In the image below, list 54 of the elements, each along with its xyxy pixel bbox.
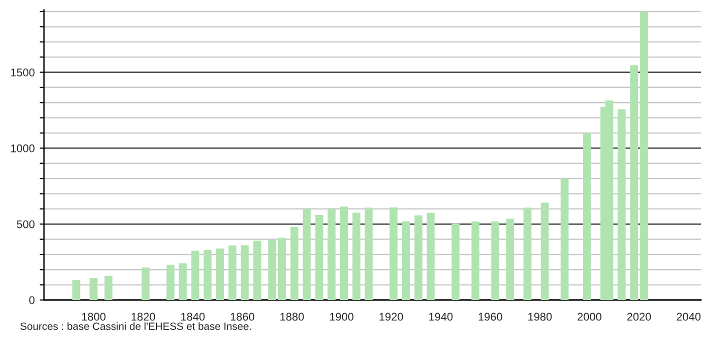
bar (540, 202, 549, 300)
bar (166, 264, 174, 300)
bar (630, 65, 638, 300)
bar (471, 221, 480, 300)
bar (352, 212, 360, 300)
x-tick-label: 2040 (676, 312, 701, 321)
bar (191, 250, 200, 300)
bar (72, 280, 80, 300)
x-tick-label: 1820 (132, 312, 156, 321)
bar (90, 278, 98, 300)
bar (390, 207, 398, 300)
x-tick-label: 1840 (181, 312, 205, 321)
bar (315, 214, 324, 300)
bar (340, 206, 348, 300)
bar (253, 240, 262, 300)
bar (328, 209, 336, 300)
bar (364, 208, 373, 300)
bar (290, 226, 298, 300)
bar (582, 132, 591, 300)
bar (104, 276, 112, 300)
bar (414, 215, 422, 300)
bar (216, 248, 224, 300)
bar (426, 212, 435, 300)
bar (452, 224, 460, 300)
bar (560, 178, 569, 300)
bar (142, 268, 150, 300)
x-tick-label: 1900 (330, 312, 354, 321)
bar (618, 109, 626, 300)
x-tick-label: 1920 (380, 312, 404, 321)
y-tick-label: 500 (16, 220, 35, 228)
bar (402, 221, 410, 300)
bar (278, 238, 286, 300)
y-tick-label: 1000 (11, 144, 35, 152)
y-tick-label: 1500 (11, 68, 35, 76)
x-tick-label: 1960 (478, 312, 502, 321)
bar (240, 245, 249, 300)
x-tick-label: 2000 (578, 312, 602, 321)
x-tick-label: 1980 (528, 312, 552, 321)
y-tick-label: 0 (29, 296, 35, 304)
bar (523, 208, 532, 300)
x-tick-label: 1940 (429, 312, 453, 321)
bar (268, 240, 276, 300)
x-tick-label: 1860 (230, 312, 254, 321)
bar (506, 218, 514, 300)
bar (640, 12, 648, 300)
x-tick-label: 1880 (280, 312, 304, 321)
x-tick-label: 2020 (627, 312, 651, 321)
source-note: Sources : base Cassini de l'EHESS et base Insee. (20, 322, 251, 330)
x-tick-label: 1800 (82, 312, 106, 321)
bar (204, 250, 212, 300)
bar (302, 209, 311, 300)
bar (228, 245, 236, 300)
bar (491, 221, 500, 300)
bar (178, 263, 187, 300)
